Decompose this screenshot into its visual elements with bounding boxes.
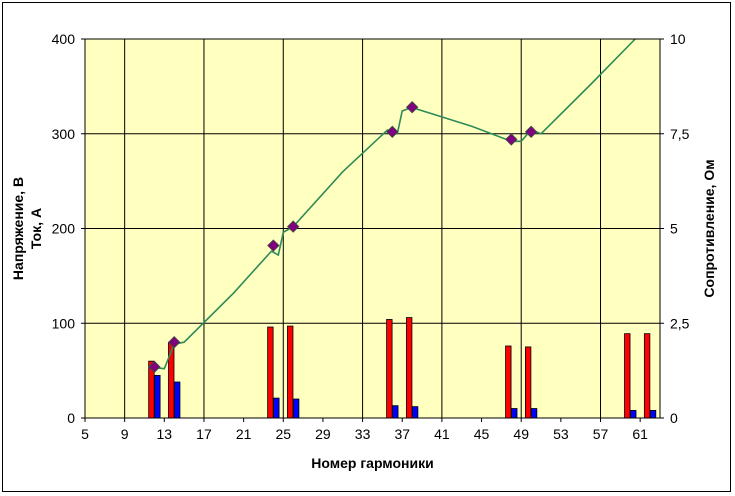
resistance-marker bbox=[405, 101, 419, 114]
current-bar bbox=[293, 398, 300, 419]
x-axis-title: Номер гармоники bbox=[311, 455, 433, 471]
y-right-tick-label: 2,5 bbox=[670, 315, 690, 331]
current-bar bbox=[530, 408, 538, 419]
x-tick-label: 33 bbox=[355, 426, 371, 442]
voltage-bar bbox=[267, 326, 274, 419]
current-bar bbox=[411, 406, 419, 419]
y-left-tick-label: 400 bbox=[52, 31, 76, 47]
voltage-bar bbox=[505, 345, 512, 419]
x-tick-label: 41 bbox=[434, 426, 450, 442]
resistance-marker bbox=[168, 335, 181, 349]
current-bar bbox=[174, 381, 181, 419]
chart-frame: 0 100 200 300 400 0 2,5 5 7,5 10 5 9 13 17 21 25 29 33 37 4… bbox=[2, 2, 731, 492]
x-tick-label: 5 bbox=[81, 426, 89, 442]
x-tick-label: 57 bbox=[593, 426, 609, 442]
voltage-bar bbox=[643, 333, 651, 419]
x-tick-label: 29 bbox=[315, 426, 331, 442]
plot-border bbox=[84, 38, 661, 419]
y-right-tick-label: 5 bbox=[670, 221, 678, 237]
resistance-marker bbox=[524, 125, 538, 139]
current-bar bbox=[649, 410, 657, 419]
resistance-marker bbox=[286, 220, 300, 233]
y-right-tick-label: 10 bbox=[670, 31, 686, 47]
y-left-tick-label: 0 bbox=[67, 410, 75, 426]
x-tick-label: 45 bbox=[474, 426, 490, 442]
y-left-tick-label: 200 bbox=[52, 221, 76, 237]
voltage-bar bbox=[406, 317, 413, 419]
current-bar bbox=[511, 408, 518, 419]
x-tick-label: 17 bbox=[196, 426, 212, 442]
x-tick-label: 13 bbox=[157, 426, 173, 442]
y-right-tick-label: 0 bbox=[670, 410, 678, 426]
voltage-bar bbox=[386, 319, 393, 419]
y-left-axis-title-line2: Ток, А bbox=[28, 208, 44, 249]
y-left-axis-title-line1: Напряжение, В bbox=[10, 177, 26, 280]
x-tick-label: 21 bbox=[236, 426, 252, 442]
y-left-tick-label: 100 bbox=[52, 315, 76, 331]
voltage-bar bbox=[524, 346, 532, 419]
y-right-axis-title: Сопротивление, Ом bbox=[701, 159, 717, 297]
resistance-marker bbox=[148, 360, 161, 374]
current-bar bbox=[392, 405, 399, 419]
y-right-tick-label: 7,5 bbox=[670, 126, 690, 142]
resistance-marker bbox=[267, 239, 280, 252]
y-left-tick-label: 300 bbox=[52, 126, 76, 142]
x-tick-label: 61 bbox=[632, 426, 648, 442]
x-tick-label: 53 bbox=[553, 426, 569, 442]
current-bar bbox=[273, 397, 280, 419]
x-tick-label: 9 bbox=[121, 426, 129, 442]
chart-svg: 0 100 200 300 400 0 2,5 5 7,5 10 5 9 13 17 21 25 29 33 37 4… bbox=[10, 31, 717, 471]
resistance-marker bbox=[386, 125, 399, 139]
current-bar bbox=[630, 410, 637, 419]
voltage-bar bbox=[287, 325, 294, 419]
x-tick-label: 49 bbox=[513, 426, 529, 442]
x-tick-label: 37 bbox=[394, 426, 410, 442]
x-tick-label: 25 bbox=[275, 426, 291, 442]
voltage-bar bbox=[624, 333, 631, 419]
resistance-marker bbox=[505, 133, 518, 146]
current-bar bbox=[154, 374, 161, 419]
